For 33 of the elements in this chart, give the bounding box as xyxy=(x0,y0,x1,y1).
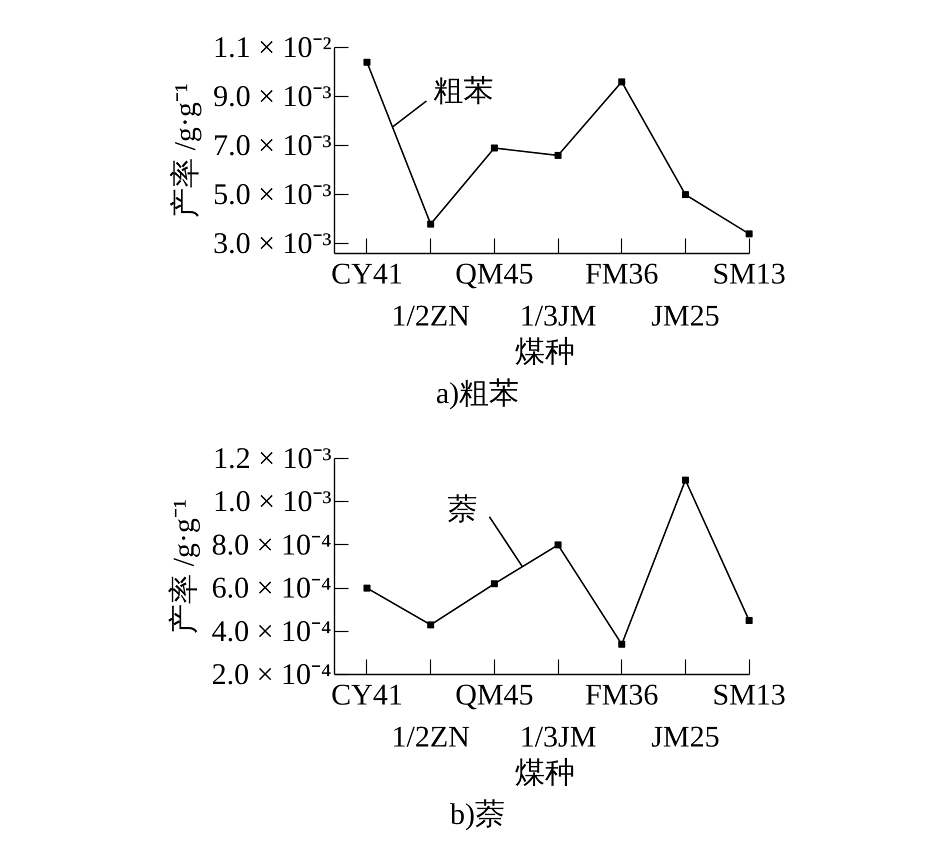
x-tick-label: CY41 xyxy=(331,678,403,712)
x-tick-label: SM13 xyxy=(712,678,786,712)
x-tick-label: SM13 xyxy=(712,258,786,290)
y-tick-label: 8.0 × 10⁻⁴ xyxy=(212,528,332,562)
x-tick-label: QM45 xyxy=(455,678,534,712)
y-axis-title: 产率 /g·g⁻¹ xyxy=(169,83,202,218)
x-tick-label: 1/2ZN xyxy=(392,720,470,754)
y-tick-label: 6.0 × 10⁻⁴ xyxy=(212,572,332,605)
x-tick-label: JM25 xyxy=(651,300,720,332)
x-axis-title: 煤种 xyxy=(515,756,575,790)
x-tick-label: CY41 xyxy=(331,258,403,290)
y-tick-label: 1.2 × 10⁻³ xyxy=(213,442,332,475)
y-tick-label: 1.0 × 10⁻³ xyxy=(213,485,332,518)
y-tick-label: 2.0 × 10⁻⁴ xyxy=(212,658,332,691)
text: a)粗苯 xyxy=(436,376,520,412)
series-label: 粗苯 xyxy=(433,74,494,108)
x-tick-label: QM45 xyxy=(455,258,534,290)
y-axis-title: 产率 /g·g⁻¹ xyxy=(168,499,201,634)
y-tick-label: 9.0 × 10⁻³ xyxy=(213,80,332,114)
series-label: 萘 xyxy=(447,493,478,526)
x-tick-label: FM36 xyxy=(585,678,658,712)
text: b)萘 xyxy=(450,797,505,833)
y-tick-label: 3.0 × 10⁻³ xyxy=(213,227,332,260)
x-tick-label: FM36 xyxy=(585,258,658,290)
y-tick-label: 7.0 × 10⁻³ xyxy=(213,129,332,162)
x-axis-title: 煤种 xyxy=(515,336,575,368)
x-tick-label: 1/3JM xyxy=(520,300,596,332)
y-tick-label: 4.0 × 10⁻⁴ xyxy=(212,614,332,648)
x-tick-label: 1/2ZN xyxy=(392,300,470,332)
y-tick-label: 1.1 × 10⁻² xyxy=(213,31,332,64)
x-tick-label: JM25 xyxy=(651,720,720,754)
x-tick-label: 1/3JM xyxy=(520,720,596,754)
y-tick-label: 5.0 × 10⁻³ xyxy=(213,178,332,212)
